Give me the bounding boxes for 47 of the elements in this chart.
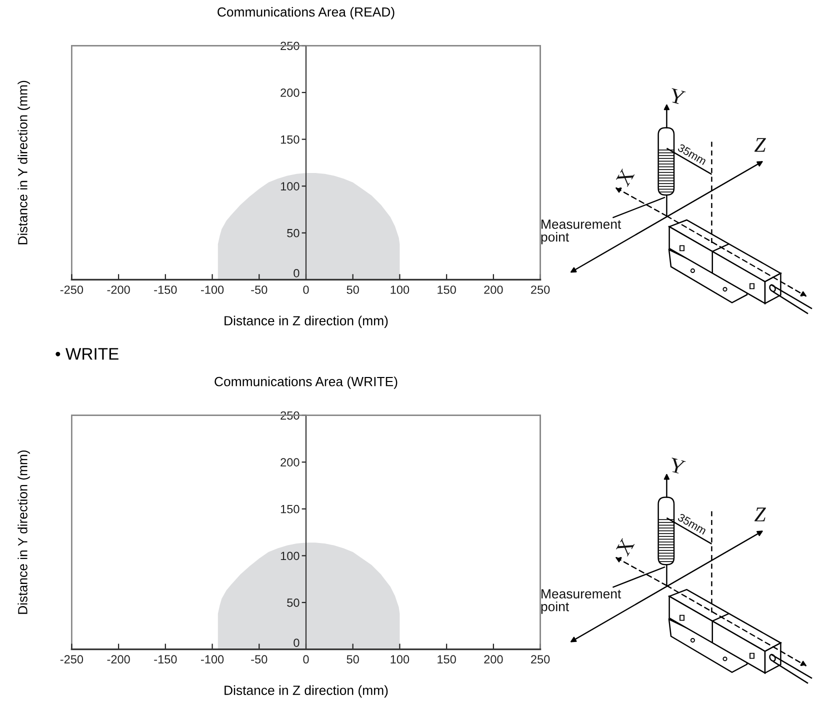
x-tick-label: 50 — [346, 655, 359, 664]
x-axis-title: Distance in Z direction (mm) — [224, 316, 388, 328]
y-tick-label: 200 — [280, 458, 300, 466]
text: X — [616, 537, 635, 557]
x-tick-label: -150 — [154, 286, 177, 294]
x-tick-label: 0 — [303, 286, 309, 294]
x-tick-label: 50 — [346, 286, 359, 294]
x-axis-title: Distance in Z direction (mm) — [224, 685, 388, 698]
y-tick-label: 0 — [294, 269, 300, 278]
x-tick-label: -50 — [251, 286, 268, 294]
x-tick-label: -50 — [251, 655, 268, 664]
x-tick-label: 150 — [438, 655, 456, 664]
y-tick-label: 150 — [280, 504, 300, 514]
x-tick-label: -250 — [60, 655, 84, 664]
chart-title: Communications Area (WRITE) — [214, 376, 398, 389]
x-tick-label: -250 — [60, 286, 84, 294]
x-tick-label: -100 — [200, 655, 224, 664]
y-tick-label: 200 — [280, 88, 300, 97]
y-tick-label: 50 — [287, 598, 300, 607]
y-axis-title: Distance in Y direction (mm) — [18, 80, 30, 244]
x-tick-label: 250 — [531, 655, 550, 664]
x-tick-label: 200 — [484, 655, 503, 664]
text: Z — [754, 138, 766, 152]
text: Measurement point — [541, 220, 622, 244]
text: X — [616, 168, 635, 187]
x-tick-label: -150 — [154, 655, 177, 664]
text: Y — [668, 88, 686, 105]
x-tick-label: 100 — [390, 655, 410, 664]
x-tick-label: 200 — [484, 286, 503, 294]
y-tick-label: 0 — [294, 638, 300, 647]
x-tick-label: -200 — [107, 655, 130, 664]
y-tick-label: 100 — [280, 182, 300, 190]
x-tick-label: -200 — [107, 286, 130, 294]
y-tick-label: 150 — [280, 135, 300, 144]
text: • WRITE — [56, 348, 118, 360]
y-axis-title: Distance in Y direction (mm) — [18, 450, 30, 614]
x-tick-label: 150 — [438, 286, 456, 294]
x-tick-label: 100 — [390, 286, 410, 294]
chart-title: Communications Area (READ) — [218, 6, 394, 20]
y-tick-label: 100 — [280, 552, 300, 560]
text: Y — [668, 458, 686, 475]
x-tick-label: 250 — [531, 286, 550, 294]
text: Measurement point — [541, 589, 622, 614]
y-tick-label: 50 — [287, 228, 300, 238]
x-tick-label: 0 — [303, 655, 309, 664]
text: Z — [754, 508, 766, 522]
x-tick-label: -100 — [200, 286, 224, 294]
